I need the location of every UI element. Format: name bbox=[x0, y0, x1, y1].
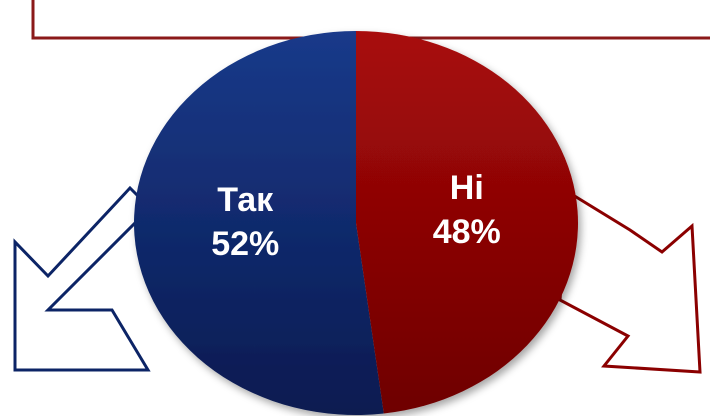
slice-label-name: Ні bbox=[450, 169, 484, 207]
pie-labels: Так 52% Ні 48% bbox=[211, 169, 501, 263]
slice-label-name: Так bbox=[217, 181, 274, 219]
slice-label-value: 48% bbox=[433, 213, 501, 251]
pie-slice-ni bbox=[356, 31, 579, 414]
arrow-left-outline bbox=[13, 185, 153, 372]
pie-slice-tak bbox=[134, 31, 384, 415]
arrow-right-outline bbox=[558, 189, 702, 374]
slice-label-value: 52% bbox=[211, 225, 279, 263]
pie-slices bbox=[134, 31, 579, 415]
